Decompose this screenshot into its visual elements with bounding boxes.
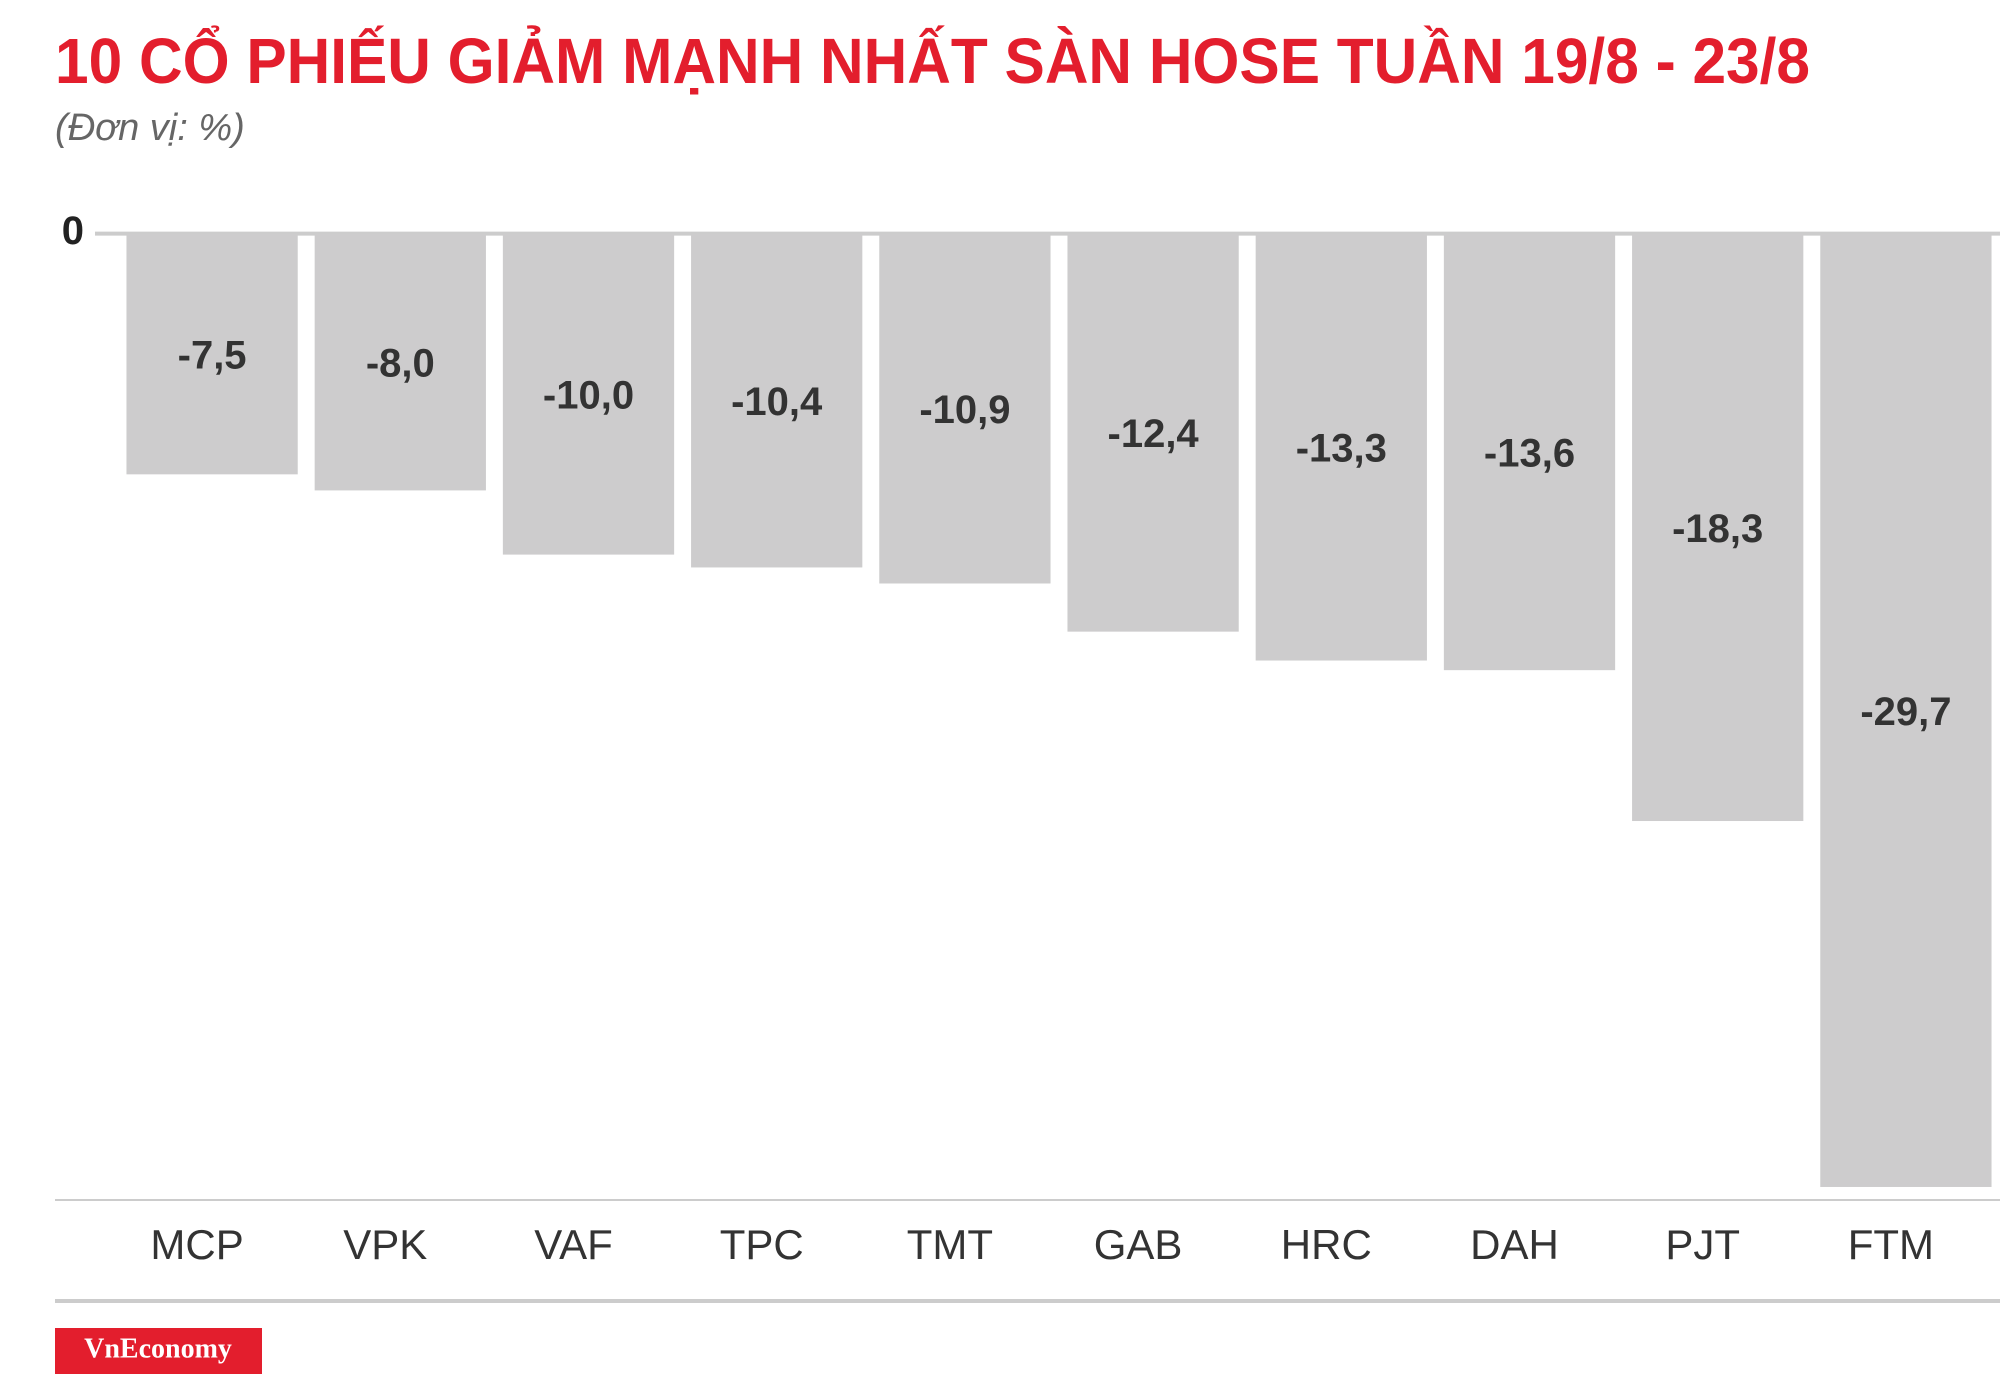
x-tick-label: FTM <box>1848 1221 1934 1268</box>
value-label: -29,7 <box>1860 690 1951 734</box>
value-label: -10,9 <box>919 388 1010 432</box>
x-tick-label: GAB <box>1094 1221 1183 1268</box>
value-label: -8,0 <box>366 342 435 386</box>
bar <box>314 233 486 491</box>
bar <box>502 233 675 555</box>
value-label: -12,4 <box>1108 412 1200 456</box>
bar <box>126 233 298 475</box>
bar <box>879 233 1051 584</box>
chart-title: 10 CỔ PHIẾU GIẢM MẠNH NHẤT SÀN HOSE TUẦN… <box>55 24 1810 97</box>
x-tick-label: DAH <box>1470 1221 1559 1268</box>
chart-subtitle: (Đơn vị: %) <box>55 107 245 149</box>
bar <box>1255 233 1427 661</box>
bar <box>1067 233 1239 632</box>
x-tick-label: PJT <box>1665 1221 1740 1268</box>
x-tick-label: TMT <box>907 1221 993 1268</box>
value-label: -18,3 <box>1672 507 1763 551</box>
x-tick-label: TPC <box>720 1221 804 1268</box>
x-tick-label: VPK <box>343 1221 427 1268</box>
bar <box>1632 233 1804 822</box>
value-label: -10,0 <box>543 374 634 418</box>
x-tick-label: HRC <box>1281 1221 1372 1268</box>
value-label: -13,6 <box>1484 431 1575 475</box>
bar <box>1820 233 1992 1187</box>
x-tick-label: MCP <box>150 1221 243 1268</box>
value-label: -7,5 <box>178 334 247 378</box>
source-logo: VnEconomy <box>84 1333 232 1364</box>
x-tick-label: VAF <box>534 1221 613 1268</box>
logo-box <box>55 1328 262 1374</box>
bar <box>691 233 863 568</box>
bar <box>1443 233 1616 671</box>
value-label: -10,4 <box>731 380 823 424</box>
y-tick-label: 0 <box>62 209 84 253</box>
value-label: -13,3 <box>1296 427 1387 471</box>
